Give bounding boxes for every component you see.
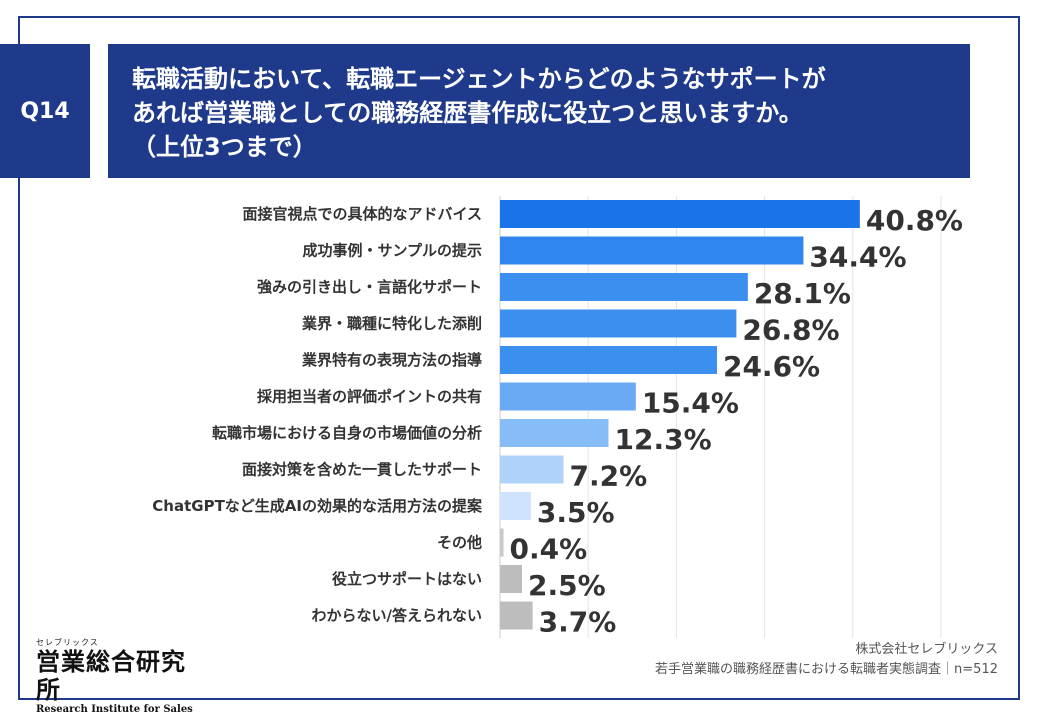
logo: セレブリックス 営業総合研究所 Research Institute for S… xyxy=(36,637,206,715)
category-label: わからない/答えられない xyxy=(312,607,482,625)
source-note: 株式会社セレブリックス 若手営業職の職務経歴書における転職者実態調査｜n=512 xyxy=(655,640,998,680)
question-id: Q14 xyxy=(20,98,70,124)
question-badge: Q14 xyxy=(0,44,90,178)
value-label: 40.8% xyxy=(866,204,963,237)
chart-frame xyxy=(18,16,1020,700)
logo-small-text: セレブリックス xyxy=(36,638,99,647)
category-label: 成功事例・サンプルの提示 xyxy=(302,242,482,260)
category-label: 面接対策を含めた一貫したサポート xyxy=(242,461,482,479)
category-label: 業界・職種に特化した添削 xyxy=(301,315,482,333)
title-line-2: あれば営業職としての職務経歴書作成に役立つと思いますか。 xyxy=(132,99,803,127)
bar xyxy=(500,200,860,228)
value-label: 28.1% xyxy=(754,277,851,310)
logo-main-text: 営業総合研究所 xyxy=(36,647,186,704)
category-label: ChatGPTなど生成AIの効果的な活用方法の提案 xyxy=(152,497,483,515)
source-survey: 若手営業職の職務経歴書における転職者実態調査｜n=512 xyxy=(655,662,998,677)
value-label: 2.5% xyxy=(528,569,606,602)
logo-sub-text: Research Institute for Sales xyxy=(36,704,193,715)
bar xyxy=(500,455,564,484)
value-label: 26.8% xyxy=(742,314,839,347)
category-label: 採用担当者の評価ポイントの共有 xyxy=(257,388,482,406)
value-label: 3.7% xyxy=(539,606,617,639)
bar xyxy=(500,382,636,411)
bar xyxy=(500,492,531,520)
bar xyxy=(500,565,523,593)
title-line-3: （上位3つまで） xyxy=(132,133,317,161)
category-label: 業界特有の表現方法の指導 xyxy=(301,351,482,369)
bar xyxy=(500,273,748,301)
value-label: 0.4% xyxy=(510,533,588,566)
value-label: 12.3% xyxy=(614,423,711,456)
value-label: 3.5% xyxy=(537,496,615,529)
value-label: 24.6% xyxy=(723,350,820,383)
category-label: 役立つサポートはない xyxy=(332,570,482,588)
value-label: 15.4% xyxy=(642,387,739,420)
bar xyxy=(500,236,804,265)
question-title: 転職活動において、転職エージェントからどのようなサポートが あれば営業職としての… xyxy=(108,44,970,178)
bar xyxy=(500,601,533,630)
value-label: 7.2% xyxy=(570,460,648,493)
bar xyxy=(500,419,609,447)
category-label: 面接官視点での具体的なアドバイス xyxy=(242,205,482,223)
bar xyxy=(500,346,717,374)
value-label: 34.4% xyxy=(809,241,906,274)
title-line-1: 転職活動において、転職エージェントからどのようなサポートが xyxy=(132,65,826,93)
source-company: 株式会社セレブリックス xyxy=(855,642,998,657)
bar xyxy=(500,309,737,338)
category-label: 強みの引き出し・言語化サポート xyxy=(257,278,482,296)
category-label: 転職市場における自身の市場価値の分析 xyxy=(212,424,482,442)
bar xyxy=(500,528,504,557)
category-label: その他 xyxy=(437,534,482,552)
